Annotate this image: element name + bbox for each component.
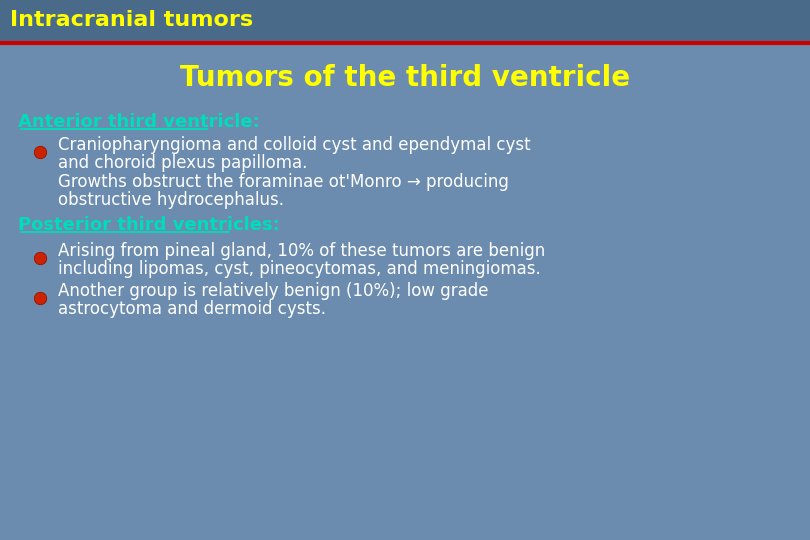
Text: and choroid plexus papilloma.: and choroid plexus papilloma.	[58, 154, 307, 172]
Text: Arising from pineal gland, 10% of these tumors are benign: Arising from pineal gland, 10% of these …	[58, 242, 545, 260]
Text: Growths obstruct the foraminae ot'Monro → producing: Growths obstruct the foraminae ot'Monro …	[58, 173, 509, 191]
Text: Intracranial tumors: Intracranial tumors	[10, 10, 253, 30]
Text: Posterior third ventricles:: Posterior third ventricles:	[18, 216, 279, 234]
Bar	[0, 0, 810, 40]
Text: Anterior third ventricle:: Anterior third ventricle:	[18, 113, 260, 131]
Text: Tumors of the third ventricle: Tumors of the third ventricle	[180, 64, 630, 92]
Text: including lipomas, cyst, pineocytomas, and meningiomas.: including lipomas, cyst, pineocytomas, a…	[58, 260, 541, 278]
Text: obstructive hydrocephalus.: obstructive hydrocephalus.	[58, 191, 284, 209]
Text: Craniopharyngioma and colloid cyst and ependymal cyst: Craniopharyngioma and colloid cyst and e…	[58, 136, 531, 154]
Text: astrocytoma and dermoid cysts.: astrocytoma and dermoid cysts.	[58, 300, 326, 318]
Text: Another group is relatively benign (10%); low grade: Another group is relatively benign (10%)…	[58, 282, 488, 300]
